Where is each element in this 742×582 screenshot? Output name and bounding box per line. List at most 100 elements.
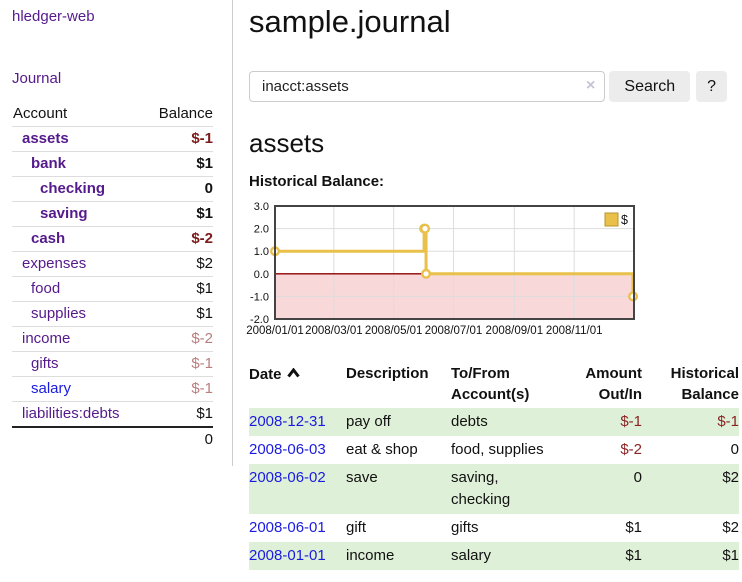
account-row: liabilities:debts $1 [12, 401, 213, 428]
account-balance: $2 [196, 255, 213, 272]
account-balance: $-1 [191, 355, 213, 372]
transaction-date-link[interactable]: 2008-06-01 [249, 519, 326, 536]
account-balance: $1 [196, 280, 213, 297]
cell-balance: 0 [730, 441, 739, 458]
cell-accounts: gifts [451, 519, 479, 536]
x-tick-label: 2008/07/01 [425, 325, 483, 337]
y-tick-label: 0.0 [254, 269, 269, 281]
accounts-total-row: 0 [12, 427, 213, 452]
app-title-link[interactable]: hledger-web [12, 8, 95, 25]
account-link-income[interactable]: income [22, 330, 71, 347]
sidebar: hledger-web Journal Account Balance asse… [0, 0, 233, 466]
y-tick-label: -1.0 [250, 291, 269, 303]
account-link-assets[interactable]: assets [22, 130, 69, 147]
cell-amount: 0 [633, 469, 642, 486]
legend-label: $ [621, 213, 628, 227]
accounts-table-header: Account Balance [12, 102, 213, 127]
x-tick-label: 2008/09/01 [486, 325, 544, 337]
transaction-date-link[interactable]: 2008-06-02 [249, 469, 326, 486]
register-header-balance[interactable]: Historical Balance [670, 365, 739, 403]
page: hledger-web Journal Account Balance asse… [0, 0, 739, 570]
account-balance: $-1 [191, 130, 213, 147]
register-header-row: Date Description To/From Account(s) Amou… [249, 361, 739, 408]
legend-swatch [604, 212, 619, 227]
x-tick-label: 2008/03/01 [305, 325, 363, 337]
cell-accounts: debts [451, 413, 488, 430]
account-row: cash $-2 [12, 226, 213, 252]
account-link-bank[interactable]: bank [31, 155, 67, 172]
search-input-wrap: × [249, 71, 606, 102]
register-table-body: 2008-12-31 pay off debts $-1 $-1 2008-06-03 ea… [249, 408, 739, 570]
account-link-saving[interactable]: saving [40, 205, 88, 222]
chart-title: Historical Balance: [249, 173, 385, 190]
sidebar-item-journal[interactable]: Journal [12, 70, 62, 87]
register-header-accounts[interactable]: To/From Account(s) [451, 365, 530, 403]
cell-balance: $2 [722, 469, 739, 486]
cell-description: save [346, 469, 378, 486]
cell-balance: $2 [722, 519, 739, 536]
data-point-marker[interactable] [421, 268, 432, 279]
account-link-gifts[interactable]: gifts [31, 355, 59, 372]
transaction-date-link[interactable]: 2008-12-31 [249, 413, 326, 430]
sort-ascending-icon [286, 363, 300, 384]
account-balance: $-1 [191, 380, 213, 397]
account-link-cash[interactable]: cash [31, 230, 66, 247]
cell-date: 2008-01-01 [249, 542, 346, 570]
register-header-amount[interactable]: Amount Out/In [585, 365, 642, 403]
transaction-date-link[interactable]: 2008-01-01 [249, 547, 326, 564]
accounts-total-spacer [12, 427, 145, 452]
account-row: bank $1 [12, 151, 213, 177]
register-row: 2008-12-31 pay off debts $-1 $-1 [249, 408, 739, 436]
historical-balance-chart[interactable]: 3.0 2.0 1.0 0.0 -1.0 -2.0 2008/01/01 2008/03/01… [246, 200, 641, 340]
cell-accounts: saving, checking [451, 469, 511, 508]
account-balance: $1 [196, 205, 213, 222]
cell-amount: $-2 [620, 441, 642, 458]
cell-date: 2008-06-02 [249, 464, 346, 514]
register-row: 2008-06-01 gift gifts $1 $2 [249, 514, 739, 542]
transaction-date-link[interactable]: 2008-06-03 [249, 441, 326, 458]
cell-balance: $1 [722, 547, 739, 564]
search-button[interactable]: Search [609, 71, 691, 102]
x-tick-label: 2008/05/01 [365, 325, 423, 337]
cell-accounts: food, supplies [451, 441, 544, 458]
account-row: saving $1 [12, 201, 213, 227]
accounts-table: Account Balance assets $-1 bank $1 checking 0… [12, 102, 213, 452]
cell-description: eat & shop [346, 441, 418, 458]
register-row: 2008-06-02 save saving, checking 0 $2 [249, 464, 739, 514]
accounts-table-body: assets $-1 bank $1 checking 0 saving $1 cash $-2 e… [12, 126, 213, 428]
account-link-food[interactable]: food [31, 280, 61, 297]
account-balance: $-2 [191, 230, 213, 247]
help-button[interactable]: ? [696, 71, 727, 102]
register-table: Date Description To/From Account(s) Amou… [249, 361, 739, 570]
account-balance: $1 [196, 305, 213, 322]
plot-border [274, 205, 635, 320]
account-row: income $-2 [12, 326, 213, 352]
account-link-liabilities-debts[interactable]: liabilities:debts [22, 405, 120, 422]
cell-description: gift [346, 519, 367, 536]
y-tick-label: 2.0 [254, 224, 269, 236]
register-header-date[interactable]: Date [249, 361, 346, 408]
register-header-description[interactable]: Description [346, 365, 429, 382]
account-link-supplies[interactable]: supplies [31, 305, 87, 322]
cell-description: income [346, 547, 395, 564]
cell-accounts: salary [451, 547, 492, 564]
page-title: sample.journal [249, 4, 451, 39]
account-row: gifts $-1 [12, 351, 213, 377]
account-link-checking[interactable]: checking [40, 180, 106, 197]
search-bar: × Search ? [249, 71, 727, 102]
account-link-expenses[interactable]: expenses [22, 255, 87, 272]
cell-amount: $1 [625, 519, 642, 536]
cell-date: 2008-06-01 [249, 514, 346, 542]
y-tick-label: -2.0 [250, 314, 269, 326]
account-row: assets $-1 [12, 126, 213, 152]
data-point-marker[interactable] [420, 223, 431, 234]
search-input[interactable] [249, 71, 606, 102]
clear-search-icon[interactable]: × [586, 77, 596, 94]
accounts-total-value: 0 [204, 431, 213, 448]
cell-amount: $-1 [620, 413, 642, 430]
register-row: 2008-01-01 income salary $1 $1 [249, 542, 739, 570]
account-link-salary[interactable]: salary [31, 380, 72, 397]
x-tick-label: 2008/11/01 [546, 325, 603, 337]
account-balance: 0 [204, 180, 213, 197]
